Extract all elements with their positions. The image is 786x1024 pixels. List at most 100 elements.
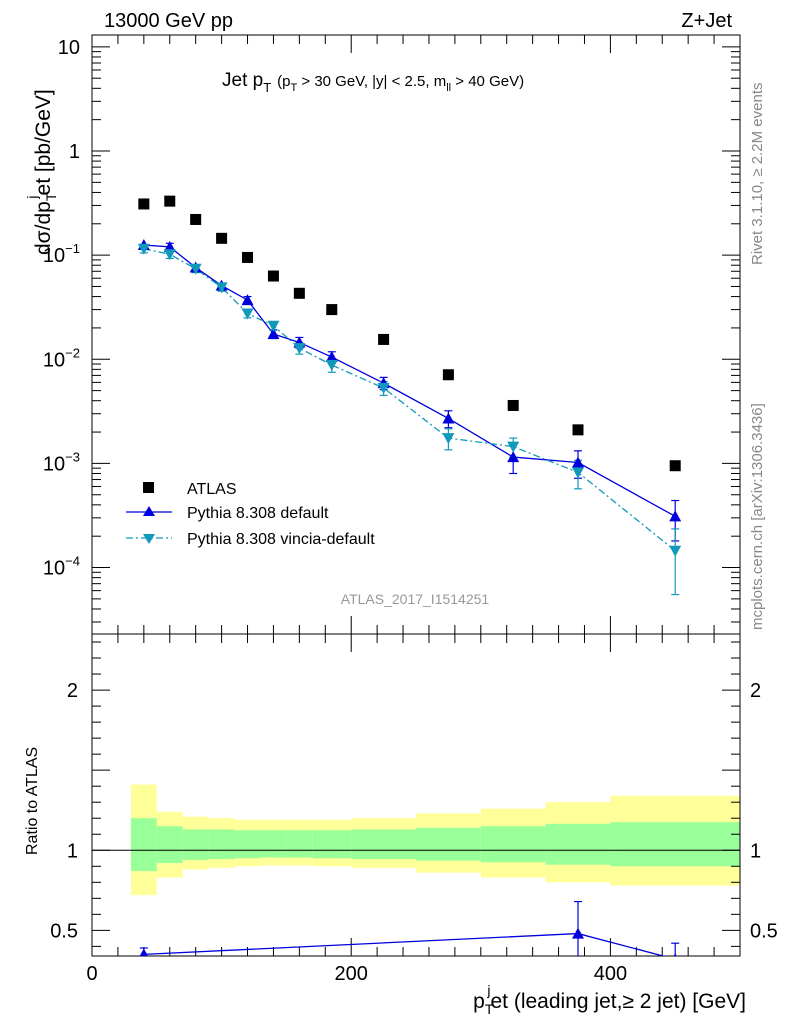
- pythia-vincia-point: [189, 263, 202, 275]
- x-axis-label-sup: j: [486, 982, 490, 998]
- atlas-point: [326, 304, 338, 316]
- atlas-point: [378, 333, 390, 345]
- pythia-default-point: [163, 240, 176, 252]
- ratio-axis-ticks: 0.5 0.5 1 1 2 2 0 200 400: [50, 634, 778, 985]
- ratio-y-tick-label-left: 2: [67, 680, 78, 702]
- x-axis-label-sub: T: [485, 1001, 494, 1017]
- band-inner: [130, 818, 157, 872]
- band-inner: [416, 827, 481, 861]
- atlas-point: [216, 232, 228, 244]
- pythia-default-point: [241, 294, 254, 306]
- atlas-point: [572, 424, 584, 436]
- atlas-point: [669, 460, 681, 472]
- band-inner: [545, 823, 611, 865]
- ratio-y-tick-label-left: 0.5: [50, 920, 78, 942]
- pythia-default-point: [267, 327, 280, 339]
- y-axis-label-ratio: Ratio to ATLAS: [24, 747, 41, 855]
- header-right: Z+Jet: [681, 10, 732, 32]
- atlas-point: [242, 251, 254, 263]
- y-tick-label: 10−3: [43, 449, 80, 475]
- ratio-plot-frame: [91, 633, 741, 957]
- y-tick-label-exp: −1: [65, 241, 80, 256]
- band-inner: [182, 829, 209, 860]
- analysis-id: ATLAS_2017_I1514251: [341, 591, 490, 607]
- ratio-plot-series: [139, 900, 680, 956]
- y-tick-label-base: 10: [58, 37, 80, 59]
- legend-pythia-vincia-label: Pythia 8.308 vincia-default: [187, 531, 375, 548]
- y-tick-label-exp: −4: [65, 554, 80, 569]
- pythia-vincia-point: [442, 433, 455, 445]
- x-tick-label: 200: [335, 963, 368, 985]
- atlas-point: [267, 270, 279, 282]
- ratio-uncertainty-bands: [92, 784, 740, 896]
- legend-pythia-vincia-marker: [143, 534, 155, 544]
- pythia-vincia-point: [137, 243, 150, 255]
- y-tick-label: 10−4: [43, 554, 80, 580]
- rivet-label: Rivet 3.1.10, ≥ 2.2M events: [749, 83, 766, 266]
- plot-title-cut-1-sub: T: [291, 82, 298, 94]
- y-tick-label: 10−2: [43, 345, 80, 371]
- band-inner: [286, 830, 313, 858]
- pythia-default-point: [572, 456, 584, 468]
- ratio-y-tick-label-right: 1: [750, 840, 761, 862]
- y-tick-label-exp: −3: [65, 449, 80, 464]
- atlas-point: [442, 369, 454, 381]
- band-inner: [234, 830, 261, 859]
- pythia-vincia-point: [507, 441, 520, 453]
- legend-atlas-label: ATLAS: [187, 481, 237, 498]
- y-tick-label: 10: [58, 37, 80, 59]
- main-plot-series: [137, 195, 682, 596]
- band-inner: [208, 829, 235, 860]
- band-inner: [312, 830, 352, 859]
- plot-title-cut-2: > 30 GeV, |y| < 2.5, m: [297, 73, 446, 90]
- legend: ATLAS Pythia 8.308 default Pythia 8.308 …: [126, 481, 375, 548]
- pythia-default-point: [507, 451, 520, 463]
- ratio-y-tick-label-right: 2: [750, 680, 761, 702]
- x-axis-label: pTjet (leading jet,≥ 2 jet) [GeV]: [473, 982, 746, 1017]
- pythia-default-point: [325, 351, 338, 363]
- header-left: 13000 GeV pp: [104, 10, 233, 32]
- y-tick-label: 1: [69, 141, 80, 163]
- band-inner: [480, 826, 546, 863]
- y-tick-label-base: 10: [43, 453, 65, 475]
- y-tick-label-base: 1: [69, 141, 80, 163]
- pythia-default-point: [442, 412, 455, 424]
- x-tick-label: 400: [594, 963, 627, 985]
- ratio-pythia-default-point: [139, 948, 148, 956]
- plot-title-cut-3: > 40 GeV): [451, 73, 524, 90]
- band-inner: [610, 822, 740, 867]
- y-tick-label-exp: −2: [65, 345, 80, 360]
- plot-title: Jet pT (pT > 30 GeV, |y| < 2.5, mll > 40 …: [222, 70, 524, 95]
- x-tick-label: 0: [86, 963, 97, 985]
- atlas-point: [507, 399, 519, 411]
- pythia-vincia-point: [669, 545, 682, 557]
- pythia-default-point: [669, 510, 682, 522]
- y-tick-label: 10−1: [43, 241, 80, 267]
- plot-title-main: Jet p: [222, 70, 263, 91]
- pythia-vincia-point: [163, 249, 176, 261]
- band-inner: [351, 829, 416, 860]
- atlas-point: [190, 213, 202, 225]
- pythia-vincia-point: [293, 343, 306, 355]
- plot-title-cut-2-sub: ll: [446, 82, 451, 94]
- y-axis-label-main-text: dσ/dp: [32, 201, 55, 255]
- ratio-y-tick-label-right: 0.5: [750, 920, 778, 942]
- pythia-vincia-point: [377, 382, 390, 394]
- x-axis-label-tail: et (leading jet,≥ 2 jet) [GeV]: [491, 990, 747, 1013]
- atlas-point: [138, 198, 150, 210]
- y-tick-label-base: 10: [43, 349, 65, 371]
- pythia-vincia-point: [241, 308, 254, 320]
- legend-atlas-marker: [143, 482, 154, 493]
- pythia-vincia-point: [215, 282, 228, 294]
- band-inner: [156, 826, 183, 864]
- legend-pythia-default-marker: [143, 506, 155, 516]
- y-tick-label-base: 10: [43, 558, 65, 580]
- y-axis-label-main: dσ/dpTjet [pb/GeV]: [24, 89, 59, 255]
- x-axis-label-text: p: [473, 990, 485, 1013]
- y-tick-label-base: 10: [43, 245, 65, 267]
- ratio-y-tick-label-left: 1: [67, 840, 78, 862]
- pythia-vincia-point: [325, 360, 338, 372]
- mcplots-label: mcplots.cern.ch [arXiv:1306.3436]: [749, 403, 766, 630]
